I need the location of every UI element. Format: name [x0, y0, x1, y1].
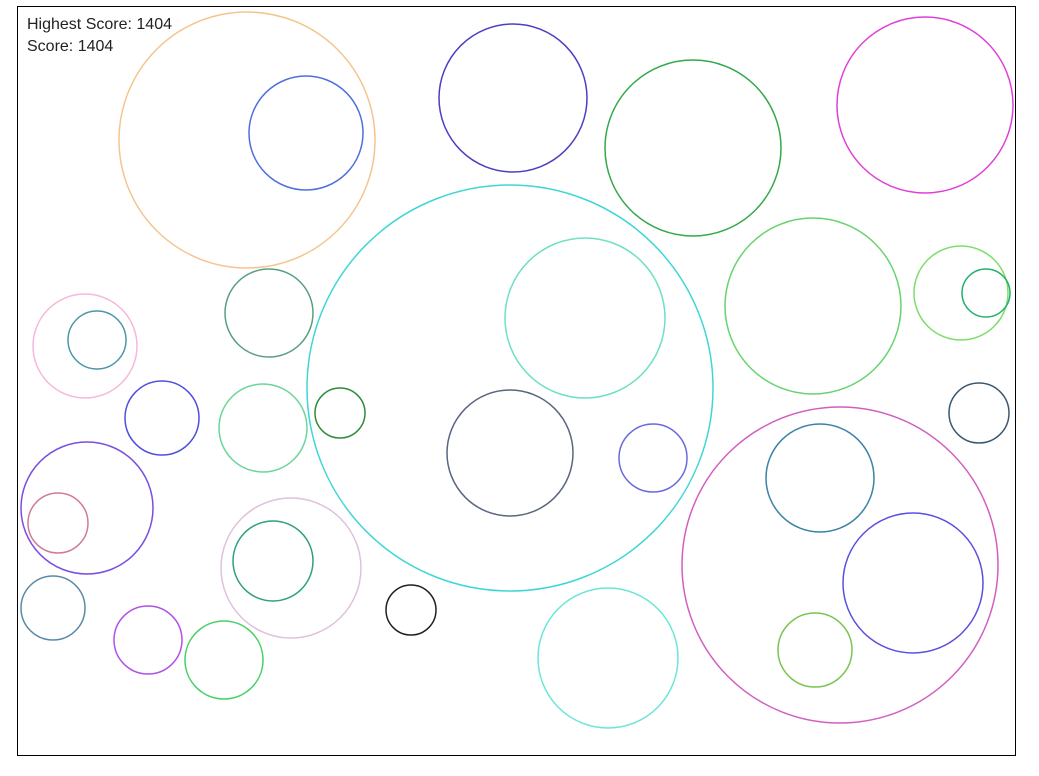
bubble[interactable]: [777, 612, 853, 688]
bubble[interactable]: [20, 575, 86, 641]
bubble[interactable]: [118, 11, 376, 269]
bubble[interactable]: [724, 217, 902, 395]
bubble[interactable]: [836, 16, 1014, 194]
bubble[interactable]: [184, 620, 264, 700]
bubble[interactable]: [67, 310, 127, 370]
bubble[interactable]: [113, 605, 183, 675]
bubble[interactable]: [765, 423, 875, 533]
bubble[interactable]: [32, 293, 138, 399]
highest-score-line: Highest Score: 1404: [27, 14, 172, 36]
score-hud: Highest Score: 1404 Score: 1404: [27, 14, 172, 58]
bubble[interactable]: [27, 492, 89, 554]
bubble[interactable]: [681, 406, 999, 724]
bubble[interactable]: [232, 520, 314, 602]
bubble[interactable]: [248, 75, 364, 191]
bubble[interactable]: [446, 389, 574, 517]
bubble[interactable]: [948, 382, 1010, 444]
bubble[interactable]: [438, 23, 588, 173]
bubble[interactable]: [220, 497, 362, 639]
bubble[interactable]: [124, 380, 200, 456]
bubble[interactable]: [961, 268, 1011, 318]
bubble[interactable]: [224, 268, 314, 358]
bubble[interactable]: [385, 584, 437, 636]
bubble[interactable]: [604, 59, 782, 237]
bubble[interactable]: [314, 387, 366, 439]
highest-score-label: Highest Score:: [27, 16, 132, 33]
bubble[interactable]: [504, 237, 666, 399]
bubble[interactable]: [306, 184, 714, 592]
score-label: Score:: [27, 38, 74, 55]
highest-score-value: 1404: [136, 16, 172, 33]
score-line: Score: 1404: [27, 36, 172, 58]
game-canvas[interactable]: [17, 6, 1016, 756]
bubble[interactable]: [842, 512, 984, 654]
score-value: 1404: [77, 38, 114, 55]
bubble[interactable]: [20, 441, 154, 575]
bubble[interactable]: [218, 383, 308, 473]
bubble[interactable]: [913, 245, 1009, 341]
bubble[interactable]: [618, 423, 688, 493]
bubble[interactable]: [537, 587, 679, 729]
